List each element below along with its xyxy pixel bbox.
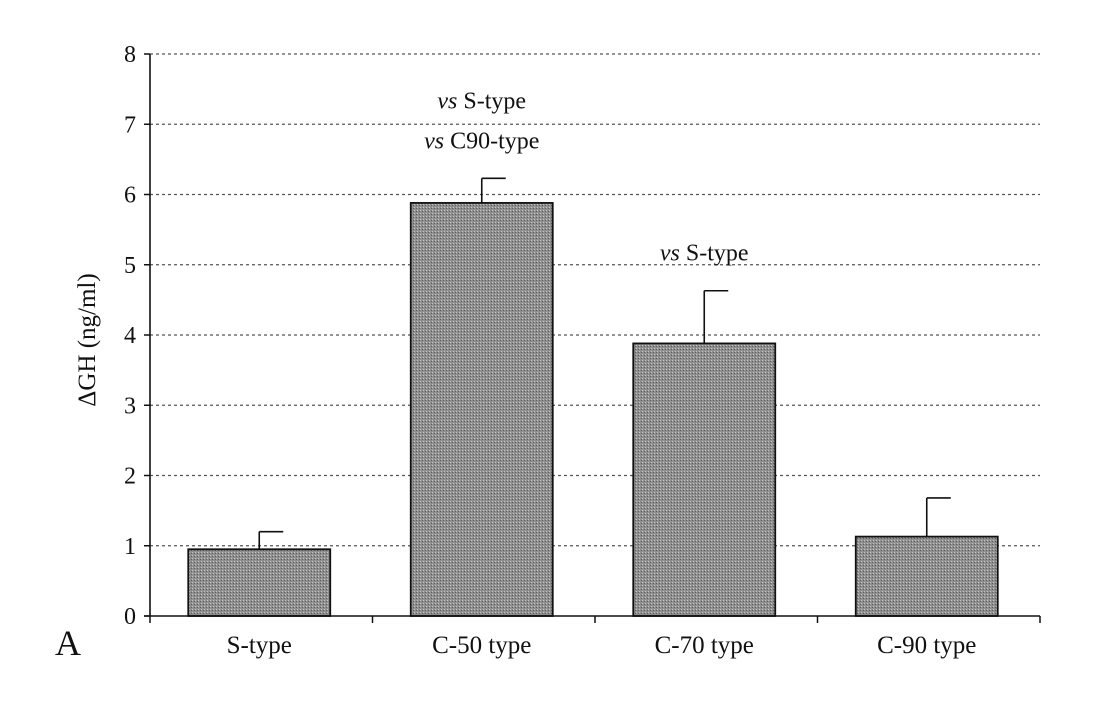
y-tick-label: 5 (124, 253, 136, 279)
x-tick-label: C-70 type (655, 632, 754, 659)
annotation-0-line-0: vs S-type (437, 88, 526, 114)
x-tick-label: S-type (227, 632, 292, 659)
y-tick-label: 6 (124, 183, 136, 209)
y-tick-label: 4 (124, 323, 136, 349)
y-tick-label: 0 (124, 604, 136, 630)
y-axis-label: ΔGH (ng/ml) (74, 273, 101, 406)
x-tick-label: C-50 type (432, 632, 531, 659)
y-tick-label: 8 (124, 42, 136, 68)
bars (187, 177, 999, 617)
y-tick-label: 7 (124, 112, 136, 138)
gridlines (150, 53, 1040, 547)
bar-3 (854, 535, 999, 617)
x-tick-labels: S-type C-50 type C-70 type C-90 type (227, 632, 977, 659)
y-tick-label: 3 (124, 393, 136, 419)
y-tick-label: 1 (124, 534, 136, 560)
axes (144, 53, 1041, 623)
x-tick-label: C-90 type (877, 632, 976, 659)
annotations: vs S-type vs C90-type vs S-type (424, 88, 749, 266)
y-tick-labels: 0 1 2 3 4 5 6 7 8 (124, 42, 136, 630)
annotation-0-line-1: vs C90-type (424, 128, 539, 154)
bar-2 (632, 342, 777, 617)
bar-0 (187, 548, 332, 617)
annotation-1-line-0: vs S-type (660, 241, 749, 267)
y-tick-label: 2 (124, 464, 136, 490)
bar-1 (409, 202, 554, 617)
panel-label: A (55, 623, 81, 663)
